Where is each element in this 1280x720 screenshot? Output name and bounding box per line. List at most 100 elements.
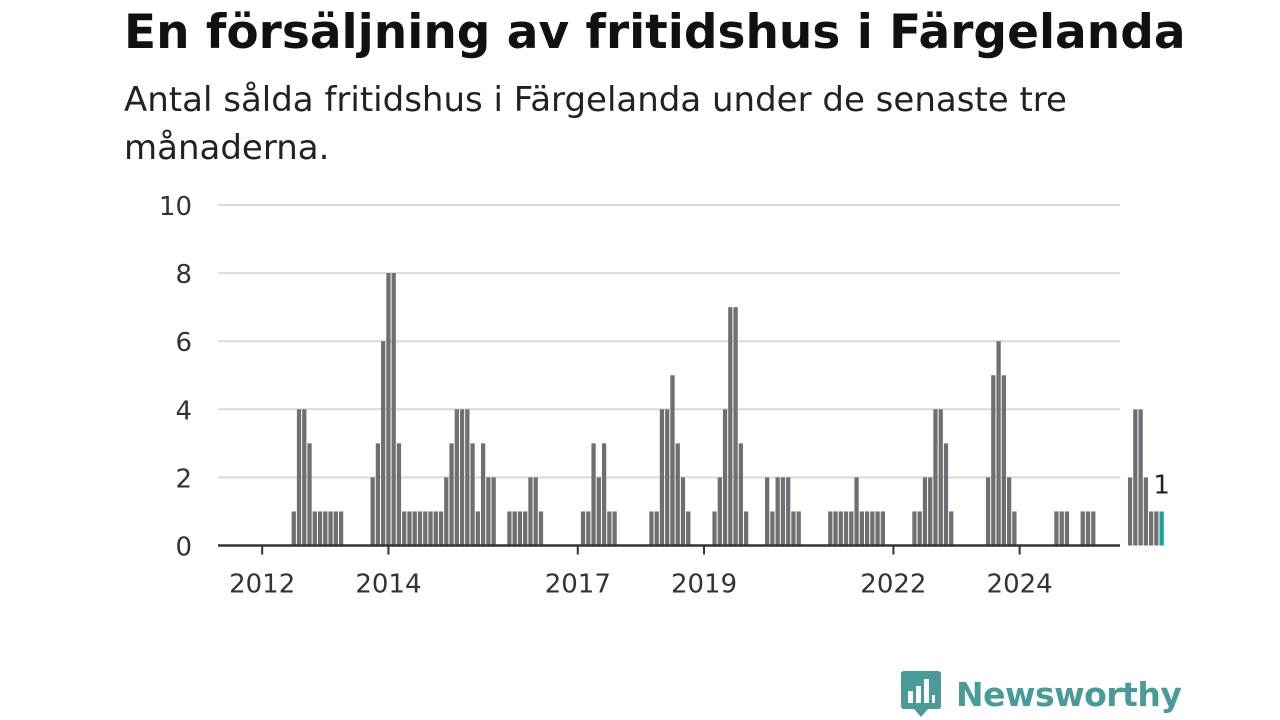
bar — [1149, 511, 1154, 546]
bar — [538, 511, 544, 546]
bar — [875, 511, 880, 546]
bar — [728, 307, 733, 546]
bar — [470, 443, 475, 546]
bar — [333, 511, 338, 546]
bar — [612, 511, 617, 546]
bar — [607, 511, 612, 546]
bar — [533, 477, 538, 546]
bar — [381, 341, 386, 546]
bar — [1006, 477, 1012, 546]
bar — [1154, 511, 1159, 546]
x-tick-label: 2019 — [671, 570, 737, 600]
bar — [843, 511, 849, 546]
bar — [1138, 409, 1143, 546]
bar — [854, 477, 859, 546]
bar — [512, 511, 517, 546]
bar — [712, 511, 717, 546]
bar — [428, 511, 433, 546]
bar-chart-bubble-icon — [901, 671, 941, 717]
bar — [591, 443, 596, 546]
bar — [480, 443, 486, 546]
bar — [323, 511, 328, 546]
highlight-data-label: 1 — [1153, 470, 1170, 500]
bar — [743, 511, 749, 546]
chart-subtitle: Antal sålda fritidshus i Färgelanda unde… — [124, 80, 1067, 168]
bar — [859, 511, 864, 546]
bar — [307, 443, 312, 546]
bar — [396, 443, 402, 546]
bar-highlight — [1159, 511, 1164, 546]
brand-logo: Newsworthy — [900, 668, 1182, 720]
bar — [765, 477, 770, 546]
bar — [412, 511, 417, 546]
bar — [786, 477, 791, 546]
bar — [917, 511, 922, 546]
bar — [654, 511, 659, 546]
bar — [928, 477, 933, 546]
gridlines — [218, 204, 1120, 479]
bar — [943, 443, 949, 546]
bar — [386, 273, 391, 546]
bar — [775, 477, 780, 546]
bar — [675, 443, 680, 546]
bar — [996, 341, 1001, 546]
bar — [938, 409, 943, 546]
bar — [601, 443, 607, 546]
bar — [770, 511, 775, 546]
bar — [370, 477, 375, 546]
bar — [733, 307, 738, 546]
bar — [870, 511, 875, 546]
bar — [449, 443, 454, 546]
bar — [491, 477, 496, 546]
bar — [465, 409, 470, 546]
bar — [528, 477, 533, 546]
bar — [444, 477, 449, 546]
bar — [486, 477, 491, 546]
bar — [1080, 511, 1085, 546]
bar — [1085, 511, 1091, 546]
bar — [738, 443, 743, 546]
bar — [828, 511, 833, 546]
bar — [1127, 477, 1133, 546]
bar — [722, 409, 728, 546]
bar — [423, 511, 428, 546]
bar — [1054, 511, 1059, 546]
bar — [328, 511, 333, 546]
y-tick-label: 6 — [175, 328, 192, 358]
y-tick-label: 2 — [175, 464, 192, 494]
bar — [849, 511, 854, 546]
bar — [1001, 375, 1006, 546]
bar — [838, 511, 843, 546]
bar — [291, 511, 296, 546]
bar — [391, 273, 396, 546]
bar — [375, 443, 381, 546]
bar — [338, 511, 344, 546]
y-tick-label: 0 — [175, 533, 192, 563]
bar — [407, 511, 412, 546]
bar — [985, 477, 991, 546]
bar — [1012, 511, 1017, 546]
bar — [933, 409, 938, 546]
bar — [454, 409, 459, 546]
bar — [912, 511, 917, 546]
chart-title: En försäljning av fritidshus i Färgeland… — [124, 5, 1186, 60]
bar — [302, 409, 307, 546]
x-tick-label: 2022 — [860, 570, 926, 600]
bar — [864, 511, 870, 546]
bar — [523, 511, 528, 546]
bar — [833, 511, 838, 546]
x-tick-label: 2014 — [355, 570, 421, 600]
x-tick-label: 2017 — [545, 570, 611, 600]
brand-name: Newsworthy — [956, 674, 1182, 714]
bar — [922, 477, 928, 546]
bar — [880, 511, 885, 546]
bars — [291, 273, 1164, 546]
x-tick-label: 2012 — [229, 570, 295, 600]
bar — [459, 409, 465, 546]
bar — [507, 511, 512, 546]
bar — [791, 511, 796, 546]
bar — [717, 477, 722, 546]
bar — [659, 409, 665, 546]
bar — [586, 511, 591, 546]
